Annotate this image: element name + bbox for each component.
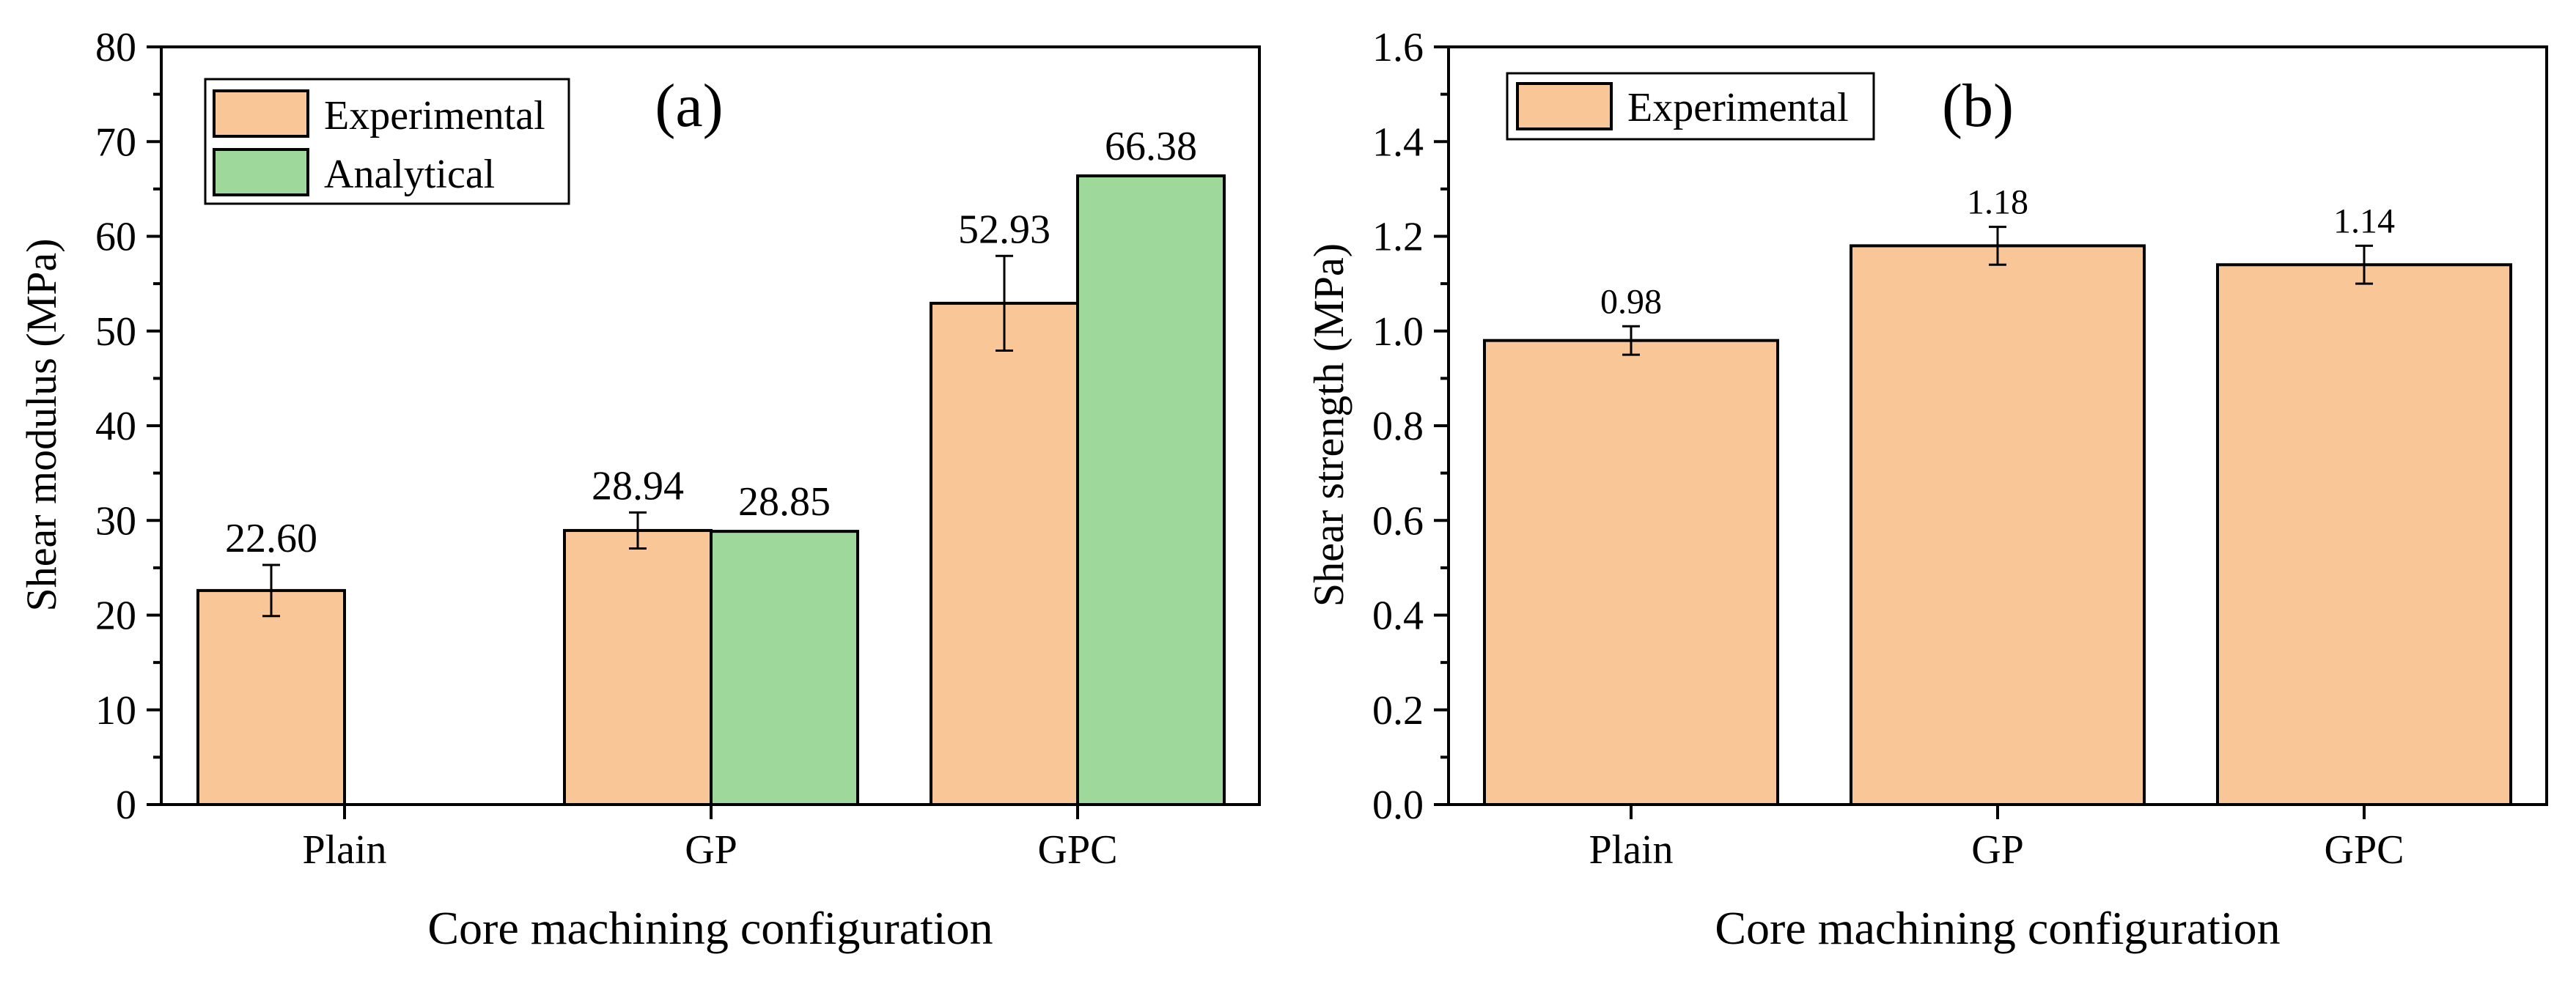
plot-frame bbox=[1447, 45, 2548, 806]
x-axis-ticks: Plain GP GPC bbox=[1589, 805, 2404, 873]
legend-label-experimental: Experimental bbox=[324, 93, 545, 138]
y-axis-ticks: 0.0 0.2 0.4 0.6 0.8 1.0 1.2 1.4 1.6 bbox=[1372, 25, 1449, 828]
y-tick-label: 20 bbox=[95, 594, 136, 639]
x-tick-label: GP bbox=[1971, 827, 2024, 873]
x-tick-label: GPC bbox=[2325, 827, 2404, 873]
bar-experimental-plain bbox=[1483, 339, 1779, 806]
x-tick-label: Plain bbox=[302, 827, 386, 873]
y-tick-label: 0.8 bbox=[1372, 404, 1424, 449]
plot-frame bbox=[160, 45, 1261, 806]
data-label: 66.38 bbox=[1105, 124, 1197, 169]
error-bar bbox=[1989, 226, 2006, 266]
chart-panel-b: 0.0 0.2 0.4 0.6 0.8 1.0 1.2 1.4 1.6 Plain GP GPC 0… bbox=[1305, 25, 2548, 954]
legend-label-analytical: Analytical bbox=[324, 152, 495, 197]
x-axis-ticks: Plain GP GPC bbox=[302, 805, 1117, 873]
y-tick-label: 1.4 bbox=[1372, 119, 1424, 165]
y-tick-label: 1.0 bbox=[1372, 309, 1424, 355]
y-tick-label: 30 bbox=[95, 498, 136, 544]
bar-group bbox=[196, 174, 1226, 807]
error-bar bbox=[2355, 244, 2373, 285]
legend-label-experimental: Experimental bbox=[1627, 85, 1849, 130]
y-tick-label: 40 bbox=[95, 404, 136, 449]
data-label: 22.60 bbox=[225, 516, 317, 561]
x-tick-label: GPC bbox=[1038, 827, 1118, 873]
chart-panel-a: 0 10 20 30 40 50 60 70 80 Plain GP GPC 22.60 28.94 5… bbox=[18, 25, 1261, 954]
x-axis-label: Core machining configuration bbox=[1715, 902, 2280, 954]
legend: Experimental Analytical bbox=[204, 78, 570, 205]
y-tick-label: 0.2 bbox=[1372, 688, 1424, 733]
y-tick-label: 0 bbox=[116, 783, 136, 828]
y-tick-label: 0.6 bbox=[1372, 498, 1424, 544]
bar-experimental-plain bbox=[196, 588, 346, 807]
bar-experimental-gp bbox=[1850, 244, 2146, 806]
y-tick-label: 50 bbox=[95, 309, 136, 355]
data-label: 1.18 bbox=[1967, 183, 2028, 222]
data-label: 1.14 bbox=[2333, 202, 2395, 240]
panel-label: (b) bbox=[1942, 72, 2014, 140]
error-bar bbox=[629, 511, 647, 550]
data-label-group: 22.60 28.94 52.93 28.85 66.38 bbox=[225, 124, 1197, 561]
data-label: 52.93 bbox=[958, 207, 1050, 252]
x-tick-label: GP bbox=[685, 827, 737, 873]
error-bar-group bbox=[262, 254, 1013, 618]
y-tick-label: 0.0 bbox=[1372, 783, 1424, 828]
data-label-group: 0.98 1.18 1.14 bbox=[1600, 183, 2395, 322]
y-axis-label: Shear strength (MPa) bbox=[1305, 243, 1353, 607]
bar-analytical-gpc bbox=[1076, 174, 1226, 806]
error-bar-group bbox=[1622, 226, 2373, 356]
y-tick-label: 70 bbox=[95, 119, 136, 165]
y-tick-label: 1.2 bbox=[1372, 215, 1424, 260]
data-label: 28.94 bbox=[592, 463, 684, 509]
panel-label: (a) bbox=[655, 72, 723, 140]
error-bar bbox=[262, 563, 280, 618]
bar-group bbox=[1483, 244, 2512, 806]
legend-swatch-analytical bbox=[213, 148, 309, 196]
bar-experimental-gpc bbox=[2216, 263, 2512, 806]
legend-swatch-experimental bbox=[1516, 82, 1613, 130]
y-axis-label: Shear modulus (MPa) bbox=[18, 238, 65, 611]
y-tick-label: 80 bbox=[95, 25, 136, 70]
y-axis-ticks: 0 10 20 30 40 50 60 70 80 bbox=[95, 25, 161, 828]
x-tick-label: Plain bbox=[1589, 827, 1673, 873]
bar-experimental-gp bbox=[563, 528, 713, 806]
error-bar bbox=[1622, 325, 1640, 356]
y-tick-label: 10 bbox=[95, 688, 136, 733]
bar-analytical-gp bbox=[710, 530, 859, 807]
legend: Experimental bbox=[1506, 72, 1875, 141]
y-tick-label: 60 bbox=[95, 215, 136, 260]
x-axis-label: Core machining configuration bbox=[427, 902, 993, 954]
data-label: 0.98 bbox=[1600, 282, 1662, 321]
data-label: 28.85 bbox=[738, 479, 831, 525]
y-tick-label: 1.6 bbox=[1372, 25, 1424, 70]
legend-swatch-experimental bbox=[213, 89, 309, 138]
error-bar bbox=[996, 254, 1013, 352]
y-tick-label: 0.4 bbox=[1372, 594, 1424, 639]
bar-experimental-gpc bbox=[930, 301, 1079, 806]
